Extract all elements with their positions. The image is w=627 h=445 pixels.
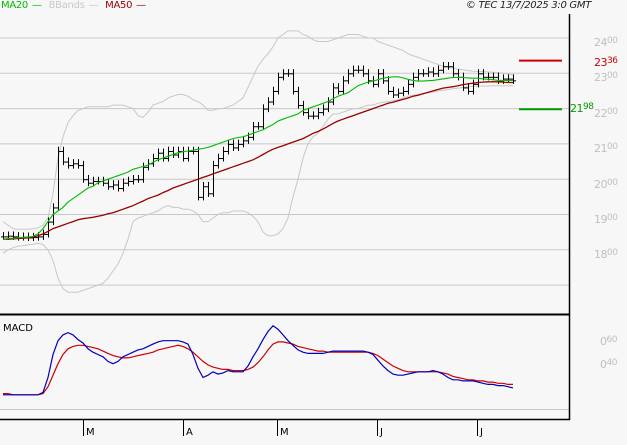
legend-ma20: MA20— [1, 0, 42, 11]
price-tick-label: 2200 [594, 107, 618, 120]
price-tick-label: 1800 [594, 248, 618, 261]
x-tick-label: M [280, 427, 289, 438]
x-tick-label: J [380, 427, 383, 438]
legend: MA20— BBands — MA50— [1, 0, 150, 12]
resistance-level-label: 2336 [594, 55, 618, 69]
ma50-line [3, 81, 513, 240]
copyright-timestamp: © TEC 13/7/2025 3:0 GMT [465, 0, 591, 11]
macd-line [3, 325, 514, 396]
price-tick-label: 2000 [594, 178, 618, 191]
ma20-line [2, 76, 513, 240]
macd-tick-label: 040 [600, 358, 617, 371]
x-tick-label: A [186, 427, 193, 438]
price-tick-label: 1900 [594, 213, 618, 226]
bband-lower-line [2, 85, 513, 293]
x-tick-label: J [480, 427, 483, 438]
legend-bbands: BBands — [48, 0, 99, 11]
macd-panel-title: MACD [3, 323, 33, 334]
legend-ma50: MA50— [105, 0, 146, 11]
price-tick-label: 2100 [594, 142, 618, 155]
macd-tick-label: 060 [600, 335, 617, 348]
price-tick-label: 2400 [594, 36, 618, 49]
x-tick-label: M [86, 427, 95, 438]
support-level-label: 2198 [570, 102, 594, 116]
bband-upper-line [2, 30, 514, 230]
price-tick-label: 2300 [594, 71, 618, 84]
